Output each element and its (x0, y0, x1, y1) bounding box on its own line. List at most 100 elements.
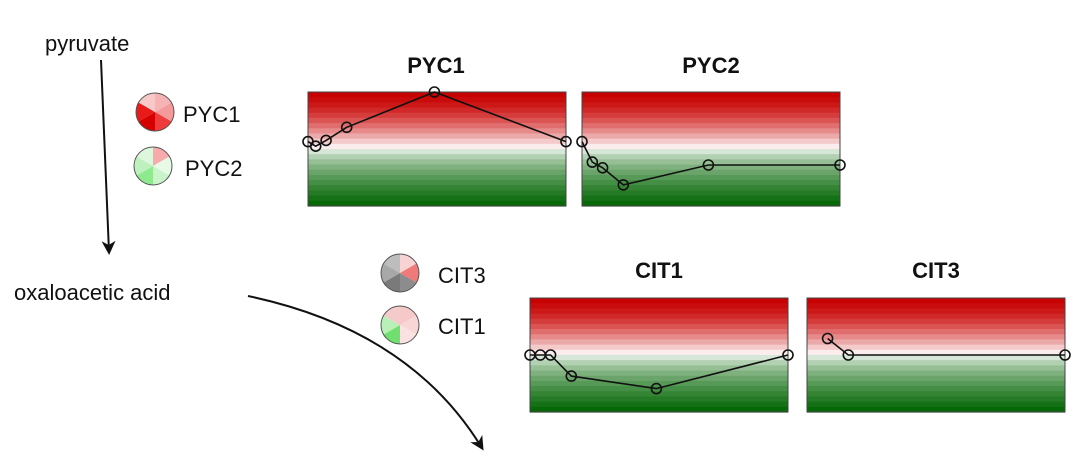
chart-band (582, 138, 840, 145)
data-point (1059, 349, 1071, 361)
pie-slice (400, 263, 419, 283)
chart-band (807, 406, 1065, 413)
chart-band (530, 375, 788, 382)
chart-band (530, 365, 788, 372)
chart-band (582, 102, 840, 109)
chart-band (582, 143, 840, 150)
chart-band (807, 334, 1065, 341)
chart-band (530, 329, 788, 335)
data-point (586, 156, 599, 168)
metabolite-oxaloacetic-acid: oxaloacetic acid (14, 280, 171, 305)
chart-frame (307, 91, 567, 207)
chart-band (530, 401, 788, 408)
chart-band (308, 97, 566, 103)
chart-band (308, 128, 566, 135)
chart-title-pyc2: PYC2 (682, 53, 739, 78)
chart-band (530, 303, 788, 309)
chart-band (308, 154, 566, 160)
chart-band (582, 117, 840, 124)
chart-band (582, 159, 840, 166)
pie-slice (155, 102, 174, 122)
series-line-cit3 (827, 337, 1065, 356)
pie-slice (381, 315, 400, 335)
chart-band (582, 190, 840, 197)
chart-band (807, 360, 1065, 366)
chart-band (308, 174, 566, 181)
chart-band (530, 396, 788, 403)
chart-band (582, 97, 840, 103)
chart-band (807, 318, 1065, 325)
chart-band (807, 365, 1065, 372)
chart-band (582, 107, 840, 114)
chart-band (308, 112, 566, 119)
data-point (617, 179, 630, 191)
chart-band (582, 200, 840, 207)
data-point (596, 162, 609, 174)
pie-outline (135, 92, 175, 132)
chart-band (530, 355, 788, 361)
data-point (428, 86, 441, 98)
chart-band (530, 370, 788, 377)
chart-band (807, 308, 1065, 315)
chart-band (530, 298, 788, 304)
chart-band (530, 308, 788, 315)
chart-band (582, 154, 840, 160)
chart-band (807, 370, 1065, 377)
legend-pie-pyc1 (135, 92, 175, 132)
chart-band (582, 92, 840, 98)
pie-slice (381, 263, 400, 283)
data-point (544, 349, 557, 361)
expression-chart-pyc2 (576, 91, 846, 207)
chart-band (530, 360, 788, 366)
chart-band (308, 149, 566, 155)
legend-pie-cit1 (380, 305, 420, 345)
series-line-cit1 (530, 354, 789, 390)
data-point (320, 134, 332, 147)
chart-band (807, 298, 1065, 304)
data-point (842, 349, 855, 361)
chart-band (807, 375, 1065, 382)
chart-band (308, 138, 566, 145)
data-point (309, 140, 322, 152)
pie-outline (133, 146, 173, 186)
reaction-arrow-pyruvate-to-oxaloacetate (100, 59, 116, 255)
chart-band (308, 164, 566, 171)
expression-chart-pyc1 (302, 86, 572, 207)
chart-band (308, 143, 566, 150)
chart-band (530, 323, 788, 330)
pie-slice (400, 315, 419, 335)
data-point (340, 121, 353, 134)
data-point (650, 382, 663, 395)
chart-band (807, 339, 1065, 346)
chart-band (582, 149, 840, 155)
chart-band (582, 112, 840, 119)
chart-band (807, 396, 1065, 403)
chart-band (807, 380, 1065, 387)
chart-band (582, 128, 840, 135)
chart-band (308, 102, 566, 109)
chart-band (530, 386, 788, 392)
legend-label-cit1: CIT1 (438, 314, 486, 339)
chart-frame (581, 91, 841, 207)
chart-band (308, 190, 566, 197)
chart-band (308, 123, 566, 129)
chart-band (807, 303, 1065, 309)
chart-band (582, 133, 840, 140)
chart-band (530, 406, 788, 413)
data-point (565, 370, 578, 382)
expression-chart-cit1 (524, 297, 794, 413)
chart-band (582, 195, 840, 202)
data-point (576, 135, 588, 148)
legend-label-cit3: CIT3 (438, 263, 486, 288)
chart-band (582, 164, 840, 171)
chart-band (582, 123, 840, 129)
chart-band (308, 195, 566, 202)
chart-band (807, 323, 1065, 330)
chart-band (807, 386, 1065, 392)
chart-band (530, 391, 788, 398)
series-line-pyc2 (581, 141, 840, 186)
chart-band (807, 391, 1065, 398)
series-line-pyc1 (307, 91, 567, 148)
pie-slice (136, 102, 155, 122)
